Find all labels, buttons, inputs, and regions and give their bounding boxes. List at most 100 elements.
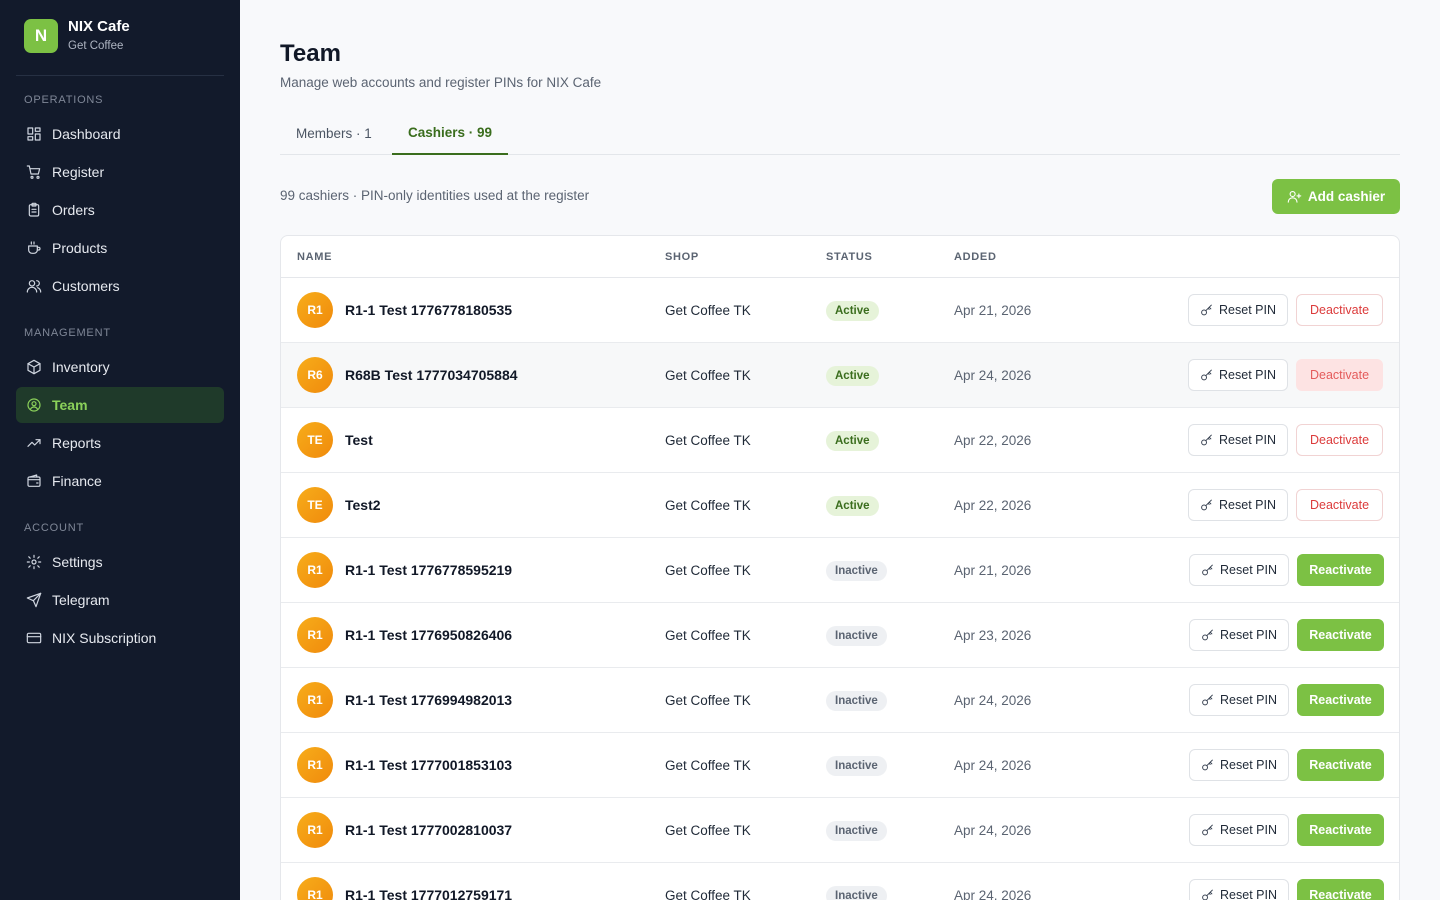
brand-name: NIX Cafe	[68, 18, 130, 35]
table-row[interactable]: R1 R1-1 Test 1776950826406 Get Coffee TK In…	[281, 603, 1399, 668]
sidebar-item-register[interactable]: Register	[16, 154, 224, 190]
status-badge: Active	[826, 431, 879, 451]
added-date: Apr 23, 2026	[954, 628, 1032, 643]
deactivate-button[interactable]: Deactivate	[1296, 489, 1383, 521]
status-badge: Inactive	[826, 561, 887, 581]
reactivate-button[interactable]: Reactivate	[1297, 554, 1384, 586]
sidebar-item-customers[interactable]: Customers	[16, 268, 224, 304]
reset-pin-button[interactable]: Reset PIN	[1188, 359, 1288, 391]
table-row[interactable]: R1 R1-1 Test 1777012759171 Get Coffee TK In…	[281, 863, 1399, 900]
cashier-name: R1-1 Test 1776994982013	[345, 692, 513, 708]
reactivate-button[interactable]: Reactivate	[1297, 749, 1384, 781]
reset-pin-label: Reset PIN	[1219, 433, 1276, 447]
reset-pin-button[interactable]: Reset PIN	[1188, 489, 1288, 521]
status-badge: Active	[826, 301, 879, 321]
sidebar-item-label: Finance	[52, 473, 102, 489]
avatar: R1	[297, 747, 333, 783]
table-row[interactable]: R6 R68B Test 1777034705884 Get Coffee TK Ac…	[281, 343, 1399, 408]
reset-pin-button[interactable]: Reset PIN	[1189, 619, 1289, 651]
brand-divider	[16, 75, 224, 76]
reactivate-button[interactable]: Reactivate	[1297, 684, 1384, 716]
brand[interactable]: N NIX Cafe Get Coffee	[24, 18, 130, 54]
table-row[interactable]: TE Test Get Coffee TK Active Apr 22, 2026 Res…	[281, 408, 1399, 473]
nav-heading: OPERATIONS	[24, 94, 104, 106]
added-date: Apr 22, 2026	[954, 433, 1032, 448]
brand-logo: N	[24, 19, 58, 53]
sidebar-item-inventory[interactable]: Inventory	[16, 349, 224, 385]
reset-pin-button[interactable]: Reset PIN	[1189, 814, 1289, 846]
add-cashier-button[interactable]: Add cashier	[1272, 179, 1400, 214]
column-added[interactable]: ADDED	[954, 251, 997, 263]
cashier-name: Test2	[345, 497, 381, 513]
key-icon	[1201, 369, 1212, 380]
status-badge: Active	[826, 496, 879, 516]
page-subtitle: Manage web accounts and register PINs fo…	[280, 75, 602, 90]
sidebar-item-reports[interactable]: Reports	[16, 425, 224, 461]
nav-section-account: ACCOUNT Settings Telegram NIX Subscription	[0, 520, 240, 658]
reset-pin-button[interactable]: Reset PIN	[1189, 554, 1289, 586]
cart-icon	[24, 162, 44, 182]
sidebar-item-finance[interactable]: Finance	[16, 463, 224, 499]
reactivate-button[interactable]: Reactivate	[1297, 619, 1384, 651]
table-row[interactable]: R1 R1-1 Test 1776778595219 Get Coffee TK In…	[281, 538, 1399, 603]
reactivate-button[interactable]: Reactivate	[1297, 814, 1384, 846]
table-row[interactable]: TE Test2 Get Coffee TK Active Apr 22, 2026 Re…	[281, 473, 1399, 538]
sidebar-item-products[interactable]: Products	[16, 230, 224, 266]
added-date: Apr 21, 2026	[954, 563, 1032, 578]
credit-card-icon	[24, 628, 44, 648]
sidebar-item-nix-subscription[interactable]: NIX Subscription	[16, 620, 224, 656]
avatar: R1	[297, 552, 333, 588]
sidebar-item-team[interactable]: Team	[16, 387, 224, 423]
key-icon	[1202, 889, 1213, 900]
cashier-name: Test	[345, 432, 373, 448]
key-icon	[1202, 824, 1213, 835]
column-shop[interactable]: SHOP	[665, 251, 699, 263]
sidebar-item-telegram[interactable]: Telegram	[16, 582, 224, 618]
cashier-shop: Get Coffee TK	[665, 303, 751, 318]
added-date: Apr 24, 2026	[954, 693, 1032, 708]
column-status[interactable]: STATUS	[826, 251, 873, 263]
reset-pin-label: Reset PIN	[1220, 693, 1277, 707]
reset-pin-button[interactable]: Reset PIN	[1189, 684, 1289, 716]
cashier-shop: Get Coffee TK	[665, 888, 751, 900]
avatar: R1	[297, 812, 333, 848]
reset-pin-label: Reset PIN	[1220, 823, 1277, 837]
nav-heading: MANAGEMENT	[24, 327, 111, 339]
deactivate-button[interactable]: Deactivate	[1296, 294, 1383, 326]
key-icon	[1202, 759, 1213, 770]
reset-pin-button[interactable]: Reset PIN	[1188, 294, 1288, 326]
tab-members[interactable]: Members · 1	[296, 126, 372, 141]
added-date: Apr 21, 2026	[954, 303, 1032, 318]
key-icon	[1201, 499, 1212, 510]
added-date: Apr 24, 2026	[954, 823, 1032, 838]
sidebar-item-settings[interactable]: Settings	[16, 544, 224, 580]
sidebar-item-label: Reports	[52, 435, 102, 451]
key-icon	[1202, 694, 1213, 705]
reset-pin-button[interactable]: Reset PIN	[1188, 424, 1288, 456]
reset-pin-button[interactable]: Reset PIN	[1189, 749, 1289, 781]
key-icon	[1202, 564, 1213, 575]
cashier-shop: Get Coffee TK	[665, 823, 751, 838]
tabs: Members · 1 Cashiers · 99	[280, 112, 1400, 155]
reset-pin-button[interactable]: Reset PIN	[1189, 879, 1289, 900]
cashier-name: R68B Test 1777034705884	[345, 367, 518, 383]
table-row[interactable]: R1 R1-1 Test 1777002810037 Get Coffee TK In…	[281, 798, 1399, 863]
sidebar-item-label: Register	[52, 164, 105, 180]
tab-cashiers[interactable]: Cashiers · 99	[392, 112, 509, 155]
deactivate-button[interactable]: Deactivate	[1296, 424, 1383, 456]
table-row[interactable]: R1 R1-1 Test 1776994982013 Get Coffee TK In…	[281, 668, 1399, 733]
avatar: R1	[297, 682, 333, 718]
main-content: Team Manage web accounts and register PI…	[280, 0, 1400, 900]
added-date: Apr 24, 2026	[954, 758, 1032, 773]
table-row[interactable]: R1 R1-1 Test 1776778180535 Get Coffee TK Ac…	[281, 278, 1399, 343]
table-row[interactable]: R1 R1-1 Test 1777001853103 Get Coffee TK In…	[281, 733, 1399, 798]
sidebar-item-orders[interactable]: Orders	[16, 192, 224, 228]
column-name[interactable]: NAME	[297, 251, 333, 263]
reactivate-button[interactable]: Reactivate	[1297, 879, 1384, 900]
deactivate-button[interactable]: Deactivate	[1296, 359, 1383, 391]
nav-section-operations: OPERATIONS Dashboard Register Orders Product…	[0, 92, 240, 306]
reset-pin-label: Reset PIN	[1220, 758, 1277, 772]
avatar: TE	[297, 487, 333, 523]
cashier-shop: Get Coffee TK	[665, 758, 751, 773]
sidebar-item-dashboard[interactable]: Dashboard	[16, 116, 224, 152]
